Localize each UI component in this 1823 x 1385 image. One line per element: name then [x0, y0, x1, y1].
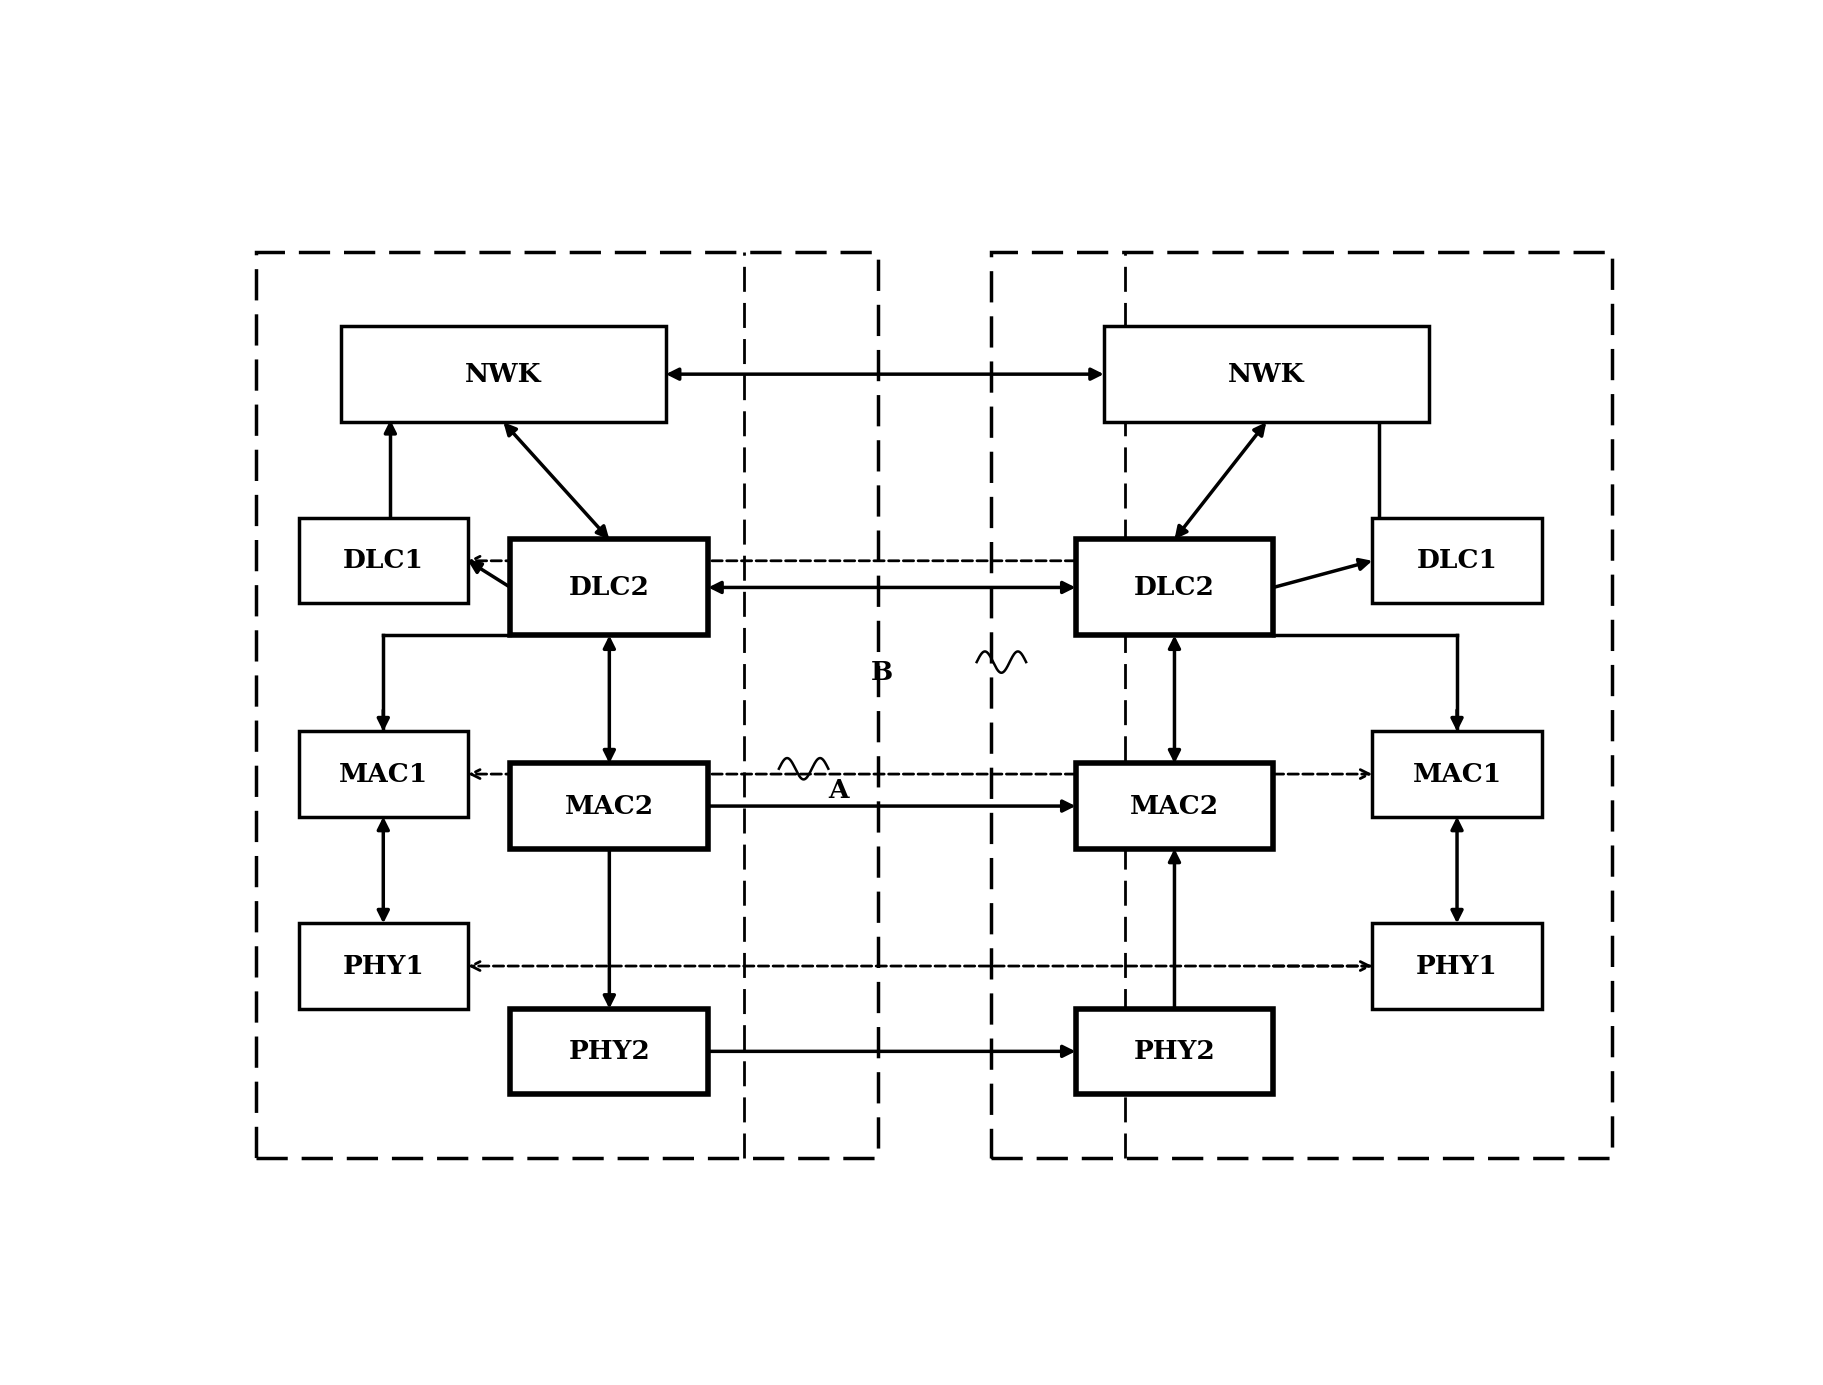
Bar [1076, 763, 1274, 849]
Text: DLC1: DLC1 [1416, 548, 1497, 573]
Bar [341, 327, 665, 422]
Bar [299, 731, 469, 817]
Bar [1373, 731, 1542, 817]
Text: PHY1: PHY1 [1416, 953, 1499, 979]
Bar [299, 518, 469, 604]
Text: MAC2: MAC2 [565, 794, 654, 819]
Bar [255, 252, 879, 1158]
Bar [1076, 1008, 1274, 1094]
Bar [1373, 924, 1542, 1008]
Text: DLC1: DLC1 [343, 548, 423, 573]
Bar [1105, 327, 1429, 422]
Text: MAC1: MAC1 [339, 762, 428, 787]
Text: DLC2: DLC2 [569, 575, 649, 600]
Text: B: B [871, 661, 893, 686]
Bar [510, 1008, 707, 1094]
Bar [299, 924, 469, 1008]
Text: PHY2: PHY2 [1134, 1039, 1216, 1064]
Bar [1373, 518, 1542, 604]
Text: A: A [828, 777, 850, 802]
Bar [510, 763, 707, 849]
Text: DLC2: DLC2 [1134, 575, 1214, 600]
Text: NWK: NWK [465, 361, 541, 386]
Text: MAC2: MAC2 [1130, 794, 1220, 819]
Bar [1076, 539, 1274, 636]
Text: MAC1: MAC1 [1413, 762, 1502, 787]
Text: PHY1: PHY1 [343, 953, 425, 979]
Text: PHY2: PHY2 [569, 1039, 651, 1064]
Bar [510, 539, 707, 636]
Bar [992, 252, 1612, 1158]
Text: NWK: NWK [1229, 361, 1305, 386]
